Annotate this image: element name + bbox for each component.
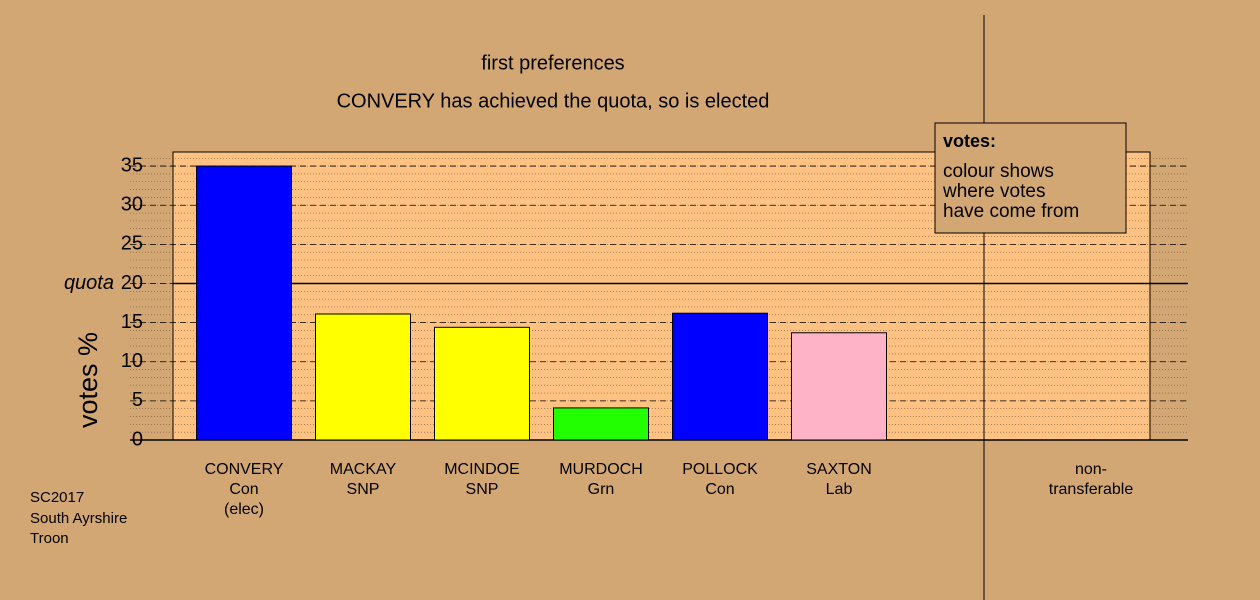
footer-text: SC2017: [30, 489, 84, 506]
x-tick-label: MCINDOE: [444, 461, 520, 478]
footer-text: Troon: [30, 530, 69, 547]
footer-text: South Ayrshire: [30, 510, 127, 527]
x-tick-label: MACKAY: [330, 461, 397, 478]
x-tick-label: (elec): [224, 501, 264, 518]
x-tick-label: transferable: [1049, 481, 1134, 498]
y-tick-label: 10: [121, 350, 143, 372]
y-tick-label: 15: [121, 311, 143, 333]
legend-text: colour shows: [943, 161, 1054, 182]
x-tick-label: Con: [705, 481, 734, 498]
y-tick-label: 30: [121, 193, 143, 215]
y-axis-label: votes %: [73, 332, 103, 428]
x-tick-label: SNP: [347, 481, 380, 498]
bar: [434, 326, 530, 441]
bar: [553, 407, 649, 441]
legend-text: have come from: [943, 201, 1079, 222]
legend-box: [934, 122, 1127, 234]
bars: [196, 165, 887, 441]
y-tick-label: 20: [121, 272, 143, 294]
y-tick-label: 5: [132, 389, 143, 411]
y-tick-label: 35: [121, 154, 143, 176]
chart-title: first preferences: [481, 52, 624, 74]
x-tick-label: MURDOCH: [559, 461, 643, 478]
bar: [791, 332, 887, 441]
bar: [672, 312, 768, 441]
bar: [315, 313, 411, 441]
x-tick-label: non-: [1075, 461, 1107, 478]
bar: [196, 165, 292, 441]
x-tick-label: SNP: [466, 481, 499, 498]
y-tick-label: 25: [121, 233, 143, 255]
chart-subtitle: CONVERY has achieved the quota, so is el…: [337, 90, 770, 112]
legend-text: where votes: [942, 181, 1045, 202]
x-tick-label: Grn: [588, 481, 615, 498]
grid: [130, 157, 1188, 441]
x-tick-label: POLLOCK: [682, 461, 758, 478]
quota-label: quota: [64, 272, 114, 294]
x-tick-label: SAXTON: [806, 461, 872, 478]
x-tick-label: CONVERY: [205, 461, 284, 478]
legend-title: votes:: [943, 131, 996, 151]
x-tick-label: Lab: [826, 481, 853, 498]
y-tick-label: 0: [132, 428, 143, 450]
x-tick-label: Con: [229, 481, 258, 498]
legend: votes: colour shows where votes have com…: [934, 122, 1127, 234]
